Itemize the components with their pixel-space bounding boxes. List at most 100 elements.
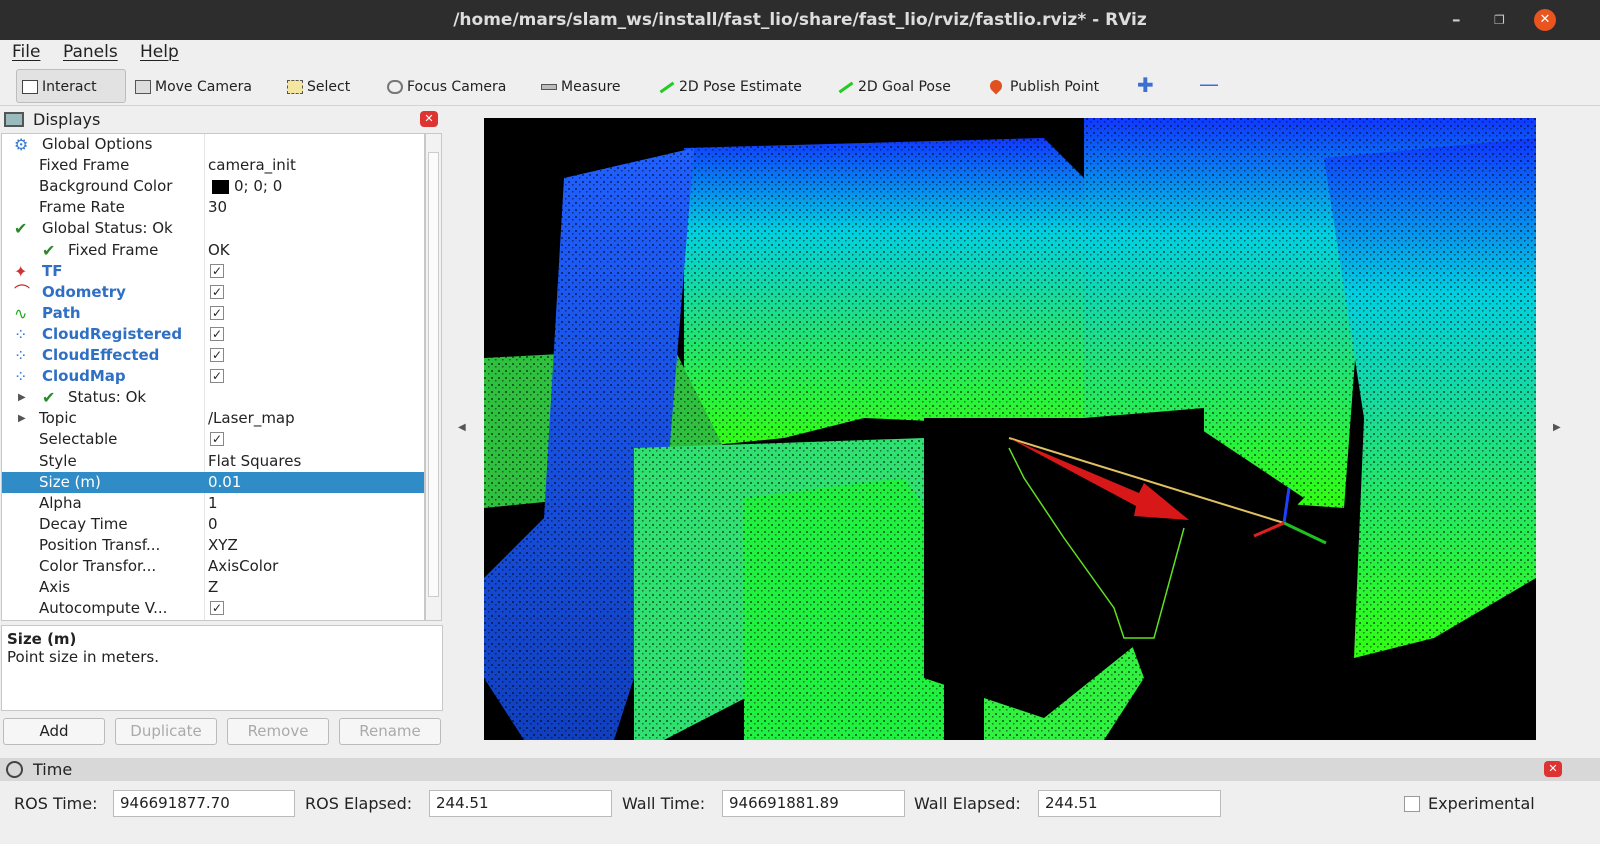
menu-item[interactable]: Help xyxy=(140,42,179,62)
expander-arrow[interactable]: ▶ xyxy=(18,413,26,425)
displays-icon xyxy=(4,112,24,127)
tree-row[interactable]: Style Flat Squares xyxy=(2,451,424,472)
tree-row[interactable]: Frame Rate 30 xyxy=(2,197,424,218)
tree-row[interactable]: Decay Time 0 xyxy=(2,514,424,535)
tree-row[interactable]: Selectable ✓ xyxy=(2,429,424,450)
checkbox[interactable]: ✓ xyxy=(210,326,224,341)
3d-viewport[interactable] xyxy=(484,118,1536,740)
tree-row[interactable]: Color Transfor... AxisColor xyxy=(2,556,424,577)
checkbox[interactable]: ✓ xyxy=(210,305,224,320)
time-value[interactable]: 946691877.70 xyxy=(113,790,295,817)
tool-icon xyxy=(287,80,303,94)
expander-arrow[interactable]: ▶ xyxy=(18,392,26,404)
property-name: Odometry xyxy=(42,282,126,301)
menu-item[interactable]: Panels xyxy=(63,42,118,62)
menu-item[interactable]: File xyxy=(12,42,41,62)
property-name: Style xyxy=(39,451,77,470)
row-icon: ⁘ xyxy=(14,346,28,365)
tree-row[interactable]: Fixed Frame camera_init xyxy=(2,155,424,176)
clock-icon xyxy=(6,761,23,778)
point-cloud xyxy=(484,118,1536,740)
property-name: Topic xyxy=(39,409,77,428)
time-value[interactable]: 244.51 xyxy=(429,790,612,817)
time-label: Wall Elapsed: xyxy=(914,794,1021,813)
property-value: XYZ xyxy=(208,535,238,554)
checkbox[interactable]: ✓ xyxy=(210,432,224,447)
tool-button[interactable]: 2D Pose Estimate xyxy=(657,76,802,98)
tree-row[interactable]: ⚙ Global Options xyxy=(2,134,424,155)
maximize-button[interactable]: ❐ xyxy=(1494,13,1505,27)
experimental-label: Experimental xyxy=(1428,794,1535,813)
remove-tool-button[interactable]: — xyxy=(1199,72,1219,96)
display-tree: ⚙ Global Options Fixed Frame camera_init Bac… xyxy=(1,133,425,621)
time-label: ROS Elapsed: xyxy=(305,794,413,813)
property-name: TF xyxy=(42,261,63,280)
tool-icon xyxy=(22,80,38,94)
tree-row[interactable]: ✔ Global Status: Ok xyxy=(2,218,424,239)
tree-row[interactable]: ⁘ CloudEffected ✓ xyxy=(2,345,424,366)
tree-row[interactable]: Axis Z xyxy=(2,577,424,598)
property-name: CloudMap xyxy=(42,367,126,386)
button: Rename xyxy=(339,718,441,745)
property-name: Background Color xyxy=(39,177,173,196)
tree-row[interactable]: ▶ Topic/Laser_map xyxy=(2,408,424,429)
property-value: /Laser_map xyxy=(208,409,295,428)
tree-row[interactable]: ∿ Path ✓ xyxy=(2,303,424,324)
time-close[interactable]: ✕ xyxy=(1544,761,1562,777)
checkbox[interactable]: ✓ xyxy=(210,601,224,616)
property-name: CloudEffected xyxy=(42,346,160,364)
property-value: 1 xyxy=(208,493,218,512)
scrollbar[interactable] xyxy=(425,133,442,621)
tree-row[interactable]: ▶ ✔ Status: Ok xyxy=(2,387,424,408)
close-button[interactable]: ✕ xyxy=(1534,9,1556,31)
button: Duplicate xyxy=(115,718,217,745)
tool-icon xyxy=(659,81,675,94)
checkbox[interactable]: ✓ xyxy=(210,348,224,362)
window-title: /home/mars/slam_ws/install/fast_lio/shar… xyxy=(453,10,1147,30)
checkbox[interactable]: ✓ xyxy=(210,369,224,384)
description-text: Point size in meters. xyxy=(7,648,160,666)
property-name: Status: Ok xyxy=(68,388,147,407)
displays-panel: Displays ✕ xyxy=(0,108,444,748)
button: Remove xyxy=(227,718,329,745)
checkbox[interactable]: ✓ xyxy=(210,284,224,299)
tool-button[interactable]: Interact xyxy=(20,76,97,98)
tool-button[interactable]: Select xyxy=(285,76,350,98)
collapse-right[interactable]: ▶ xyxy=(1553,422,1561,433)
add-tool-button[interactable]: ✚ xyxy=(1137,73,1154,97)
tool-button[interactable]: Move Camera xyxy=(133,76,252,98)
button[interactable]: Add xyxy=(3,718,105,745)
tree-row[interactable]: Size (m) 0.01 xyxy=(2,471,424,493)
checkbox[interactable]: ✓ xyxy=(210,263,224,278)
tool-icon xyxy=(541,84,557,90)
tree-row[interactable]: ⁘ CloudMap ✓ xyxy=(2,366,424,387)
tree-row[interactable]: ✦ TF ✓ xyxy=(2,261,424,282)
time-value[interactable]: 946691881.89 xyxy=(722,790,905,817)
tool-button[interactable]: 2D Goal Pose xyxy=(836,76,951,98)
minimize-button[interactable]: – xyxy=(1452,10,1461,30)
tree-row[interactable]: ✔ Fixed Frame OK xyxy=(2,240,424,261)
tool-button[interactable]: Measure xyxy=(539,76,621,98)
time-label: Wall Time: xyxy=(622,794,706,813)
property-name: Global Options xyxy=(42,135,153,153)
tree-row[interactable]: ⌒ Odometry ✓ xyxy=(2,282,424,303)
collapse-left[interactable]: ◀ xyxy=(458,422,466,433)
property-name: CloudRegistered xyxy=(42,324,183,343)
tree-row[interactable]: ⁘ CloudRegistered ✓ xyxy=(2,324,424,345)
tree-row[interactable]: Background Color 0; 0; 0 xyxy=(2,176,424,197)
property-name: Path xyxy=(42,303,81,322)
property-name: Decay Time xyxy=(39,514,128,533)
tree-row[interactable]: Autocompute V... ✓ xyxy=(2,598,424,619)
scroll-thumb[interactable] xyxy=(428,152,439,597)
tree-row[interactable]: Position Transf... XYZ xyxy=(2,535,424,556)
time-value[interactable]: 244.51 xyxy=(1038,790,1221,817)
property-name: Global Status: Ok xyxy=(42,219,173,238)
odometry-markers xyxy=(1008,437,1327,639)
tool-button[interactable]: Publish Point xyxy=(987,76,1099,98)
panel-close[interactable]: ✕ xyxy=(420,111,438,127)
tool-button[interactable]: Focus Camera xyxy=(385,76,506,98)
row-icon: ⌒ xyxy=(14,282,31,302)
time-title: Time xyxy=(33,760,73,779)
experimental-checkbox[interactable] xyxy=(1404,796,1420,812)
tree-row[interactable]: Alpha 1 xyxy=(2,493,424,514)
